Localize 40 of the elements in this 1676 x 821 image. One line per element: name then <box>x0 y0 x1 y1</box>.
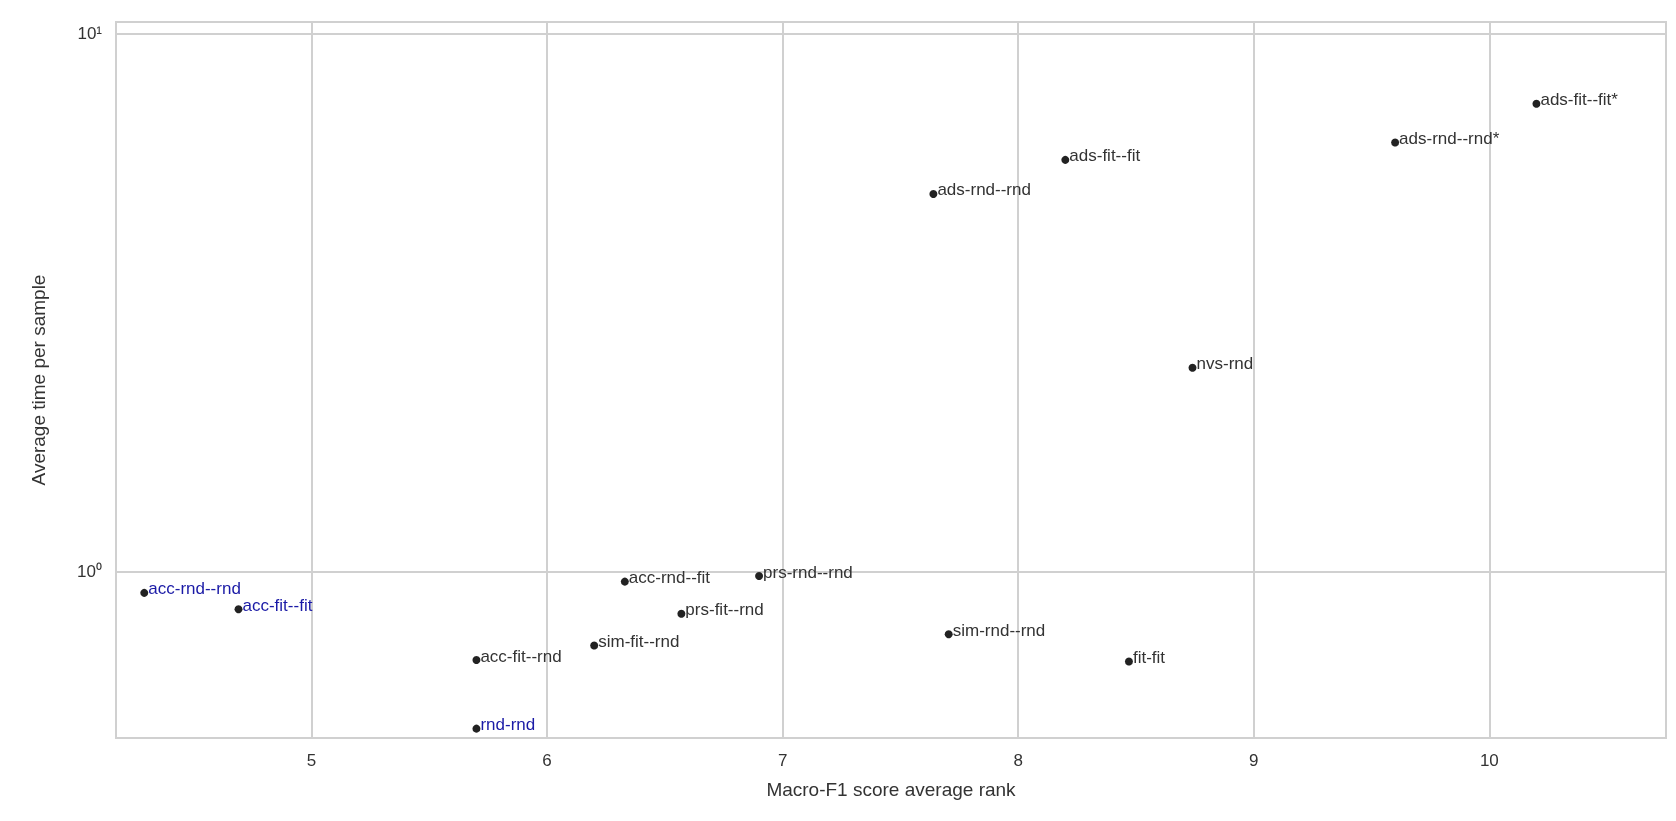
data-label: acc-rnd--rnd <box>148 579 241 599</box>
y-tick-label: 10⁰ <box>77 561 102 581</box>
data-label: fit-fit <box>1132 647 1166 667</box>
point <box>1061 155 1070 164</box>
x-tick-label: 7 <box>777 751 788 770</box>
data-label: rnd-rnd <box>480 715 536 735</box>
point <box>1532 99 1541 108</box>
data-label: ads-fit--fit <box>1069 146 1141 166</box>
point <box>140 588 149 597</box>
point <box>472 724 481 733</box>
data-label: prs-fit--rnd <box>685 600 764 620</box>
data-label: nvs-rnd <box>1196 354 1254 374</box>
point <box>1124 657 1133 666</box>
point <box>677 609 686 618</box>
point <box>590 641 599 650</box>
x-tick-label: 5 <box>306 751 317 770</box>
point <box>1188 363 1197 372</box>
x-axis-title: Macro-F1 score average rank <box>766 779 1017 800</box>
point <box>234 605 243 614</box>
point <box>755 572 764 581</box>
point <box>472 656 481 665</box>
x-tick-label: 8 <box>1013 751 1023 770</box>
data-label: prs-rnd--rnd <box>763 562 853 582</box>
y-axis-title: Average time per sample <box>28 274 49 486</box>
data-label: acc-rnd--fit <box>628 568 711 588</box>
x-tick-label: 9 <box>1249 751 1259 770</box>
point <box>944 630 953 639</box>
point <box>929 189 938 198</box>
y-tick-label: 10¹ <box>77 23 103 43</box>
data-label: ads-rnd--rnd* <box>1399 128 1500 148</box>
point <box>620 577 629 586</box>
data-label: acc-fit--fit <box>242 595 313 615</box>
data-label: ads-rnd--rnd <box>937 180 1031 200</box>
data-label: sim-fit--rnd <box>598 632 680 652</box>
data-label: ads-fit--fit* <box>1540 90 1619 110</box>
x-tick-label: 6 <box>542 751 552 770</box>
point <box>1391 138 1400 147</box>
data-label: sim-rnd--rnd <box>952 620 1046 640</box>
data-label: acc-fit--rnd <box>480 646 562 666</box>
x-tick-label: 10 <box>1479 751 1499 770</box>
